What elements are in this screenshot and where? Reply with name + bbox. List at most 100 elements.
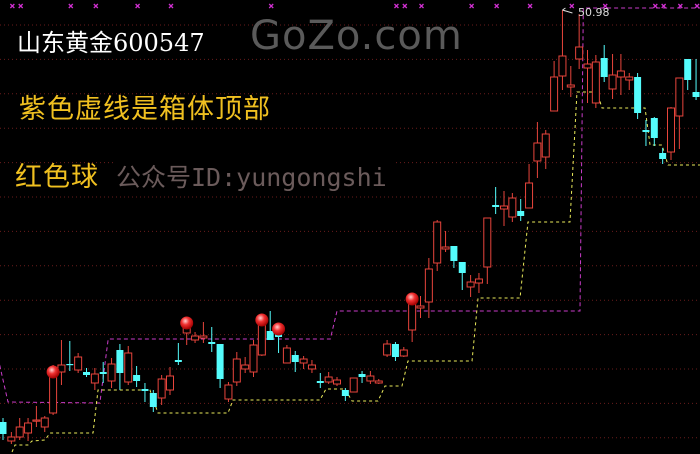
candle-up	[591, 61, 600, 104]
candle-up	[466, 281, 475, 288]
candle-up	[15, 426, 24, 438]
x-marker-icon	[469, 3, 475, 9]
red-ball-note: 红色球	[15, 162, 99, 193]
candle-up	[474, 278, 483, 284]
candle-up	[49, 376, 58, 414]
x-marker-icon	[527, 3, 533, 9]
candle-down	[66, 364, 74, 366]
candle-up	[257, 324, 266, 356]
candle-up	[249, 344, 258, 373]
candle-down	[642, 130, 650, 132]
candle-down	[216, 344, 224, 379]
candles	[0, 10, 700, 444]
candle-up	[157, 378, 166, 399]
red-ball-icon	[46, 365, 60, 379]
candle-down	[492, 205, 500, 207]
candle-down	[684, 59, 692, 80]
candle-down	[391, 344, 399, 357]
candle-up	[74, 356, 83, 371]
x-marker-icon	[18, 3, 24, 9]
candle-up	[483, 217, 492, 268]
candle-up	[399, 349, 408, 357]
red-ball-icon	[272, 322, 286, 336]
candle-up	[625, 76, 634, 81]
candle-up	[324, 376, 333, 383]
candle-up	[241, 364, 250, 370]
x-marker-icon	[677, 3, 683, 9]
candle-down	[116, 350, 124, 373]
candle-up	[124, 352, 133, 383]
x-marker-icon	[694, 3, 700, 9]
x-marker-icon	[494, 3, 500, 9]
candle-down	[141, 389, 149, 391]
candle-up	[583, 63, 592, 69]
candle-up	[191, 335, 200, 341]
candle-up	[675, 77, 684, 117]
candle-up	[40, 417, 49, 428]
x-marker-icon	[602, 3, 608, 9]
candle-up	[282, 347, 291, 364]
candle-up	[525, 182, 534, 209]
watermark: GoZo.com	[250, 13, 463, 59]
candle-down	[458, 262, 466, 273]
x-marker-icon	[68, 3, 74, 9]
red-ball-icon	[255, 313, 269, 327]
candle-down	[634, 77, 642, 113]
top-markers	[9, 3, 700, 9]
candle-up	[333, 379, 341, 385]
high-price-label: 50.98	[578, 6, 610, 19]
candle-up	[508, 197, 517, 218]
candle-up	[667, 107, 675, 153]
red-ball-icon	[405, 292, 419, 306]
x-marker-icon	[268, 3, 274, 9]
candle-up	[374, 380, 383, 384]
candle-up	[366, 375, 375, 382]
x-marker-icon	[168, 3, 174, 9]
candle-down	[600, 58, 608, 77]
credit-text: 公众号ID:yungongshi	[116, 162, 393, 194]
candle-down	[266, 331, 274, 340]
candle-up	[299, 358, 308, 364]
red-ball-icon	[180, 316, 194, 330]
box-top-line	[0, 7, 700, 404]
candle-up	[541, 133, 550, 158]
candle-down	[291, 355, 299, 362]
high-arrow-icon	[562, 7, 573, 14]
x-marker-icon	[661, 3, 667, 9]
candle-down	[659, 153, 667, 159]
candle-down	[517, 211, 525, 216]
candle-down	[0, 422, 7, 434]
candle-up	[566, 84, 575, 88]
candle-down	[99, 372, 107, 374]
candle-down	[341, 390, 349, 396]
x-marker-icon	[569, 3, 575, 9]
x-marker-icon	[9, 3, 15, 9]
candle-up	[107, 363, 116, 382]
candle-down	[83, 372, 90, 375]
gridlines	[0, 24, 700, 439]
candle-up	[500, 205, 508, 210]
candle-down	[149, 393, 157, 407]
candle-down	[450, 246, 458, 261]
x-marker-icon	[393, 3, 399, 9]
x-marker-icon	[93, 3, 99, 9]
candle-down	[316, 381, 324, 383]
x-marker-icon	[419, 3, 424, 9]
red-balls	[46, 292, 419, 379]
box-lines	[0, 7, 700, 453]
x-marker-icon	[135, 3, 141, 9]
candle-down	[174, 360, 182, 362]
candle-down	[358, 374, 366, 377]
candle-up	[7, 436, 16, 442]
candle-up	[550, 76, 559, 112]
x-marker-icon	[402, 3, 408, 9]
candle-up	[199, 335, 208, 339]
candle-up	[575, 46, 584, 60]
candle-down	[208, 342, 216, 344]
candle-up	[349, 377, 358, 393]
candle-up	[616, 70, 625, 78]
candle-up	[24, 422, 33, 434]
candle-up	[608, 74, 617, 90]
box-bottom-line	[11, 91, 700, 453]
